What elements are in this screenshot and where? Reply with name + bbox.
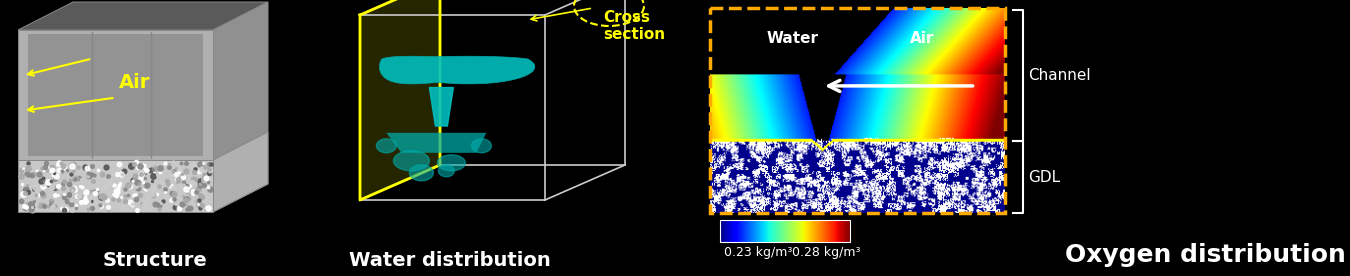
Text: 0.23 kg/m³: 0.23 kg/m³ — [724, 246, 792, 259]
Text: Air: Air — [119, 73, 151, 92]
Text: Oxygen distribution: Oxygen distribution — [1065, 243, 1346, 267]
Text: Structure: Structure — [103, 251, 208, 269]
Polygon shape — [379, 56, 535, 84]
Text: Water: Water — [767, 31, 818, 46]
Text: Air: Air — [910, 31, 934, 46]
Polygon shape — [437, 155, 466, 171]
Text: Cross
section: Cross section — [603, 9, 666, 42]
Text: Water distribution: Water distribution — [350, 251, 551, 269]
Text: 0.28 kg/m³: 0.28 kg/m³ — [791, 246, 860, 259]
Text: Channel: Channel — [1027, 68, 1091, 83]
Polygon shape — [429, 87, 454, 126]
Polygon shape — [386, 133, 486, 153]
Polygon shape — [409, 165, 433, 181]
Polygon shape — [471, 139, 491, 153]
Bar — [720, 220, 850, 242]
Text: GDL: GDL — [1027, 170, 1060, 185]
Polygon shape — [360, 0, 440, 200]
Polygon shape — [18, 30, 213, 160]
Polygon shape — [213, 132, 269, 212]
Polygon shape — [377, 139, 397, 153]
Polygon shape — [213, 2, 269, 212]
Polygon shape — [18, 160, 213, 212]
Polygon shape — [28, 34, 202, 156]
Polygon shape — [393, 151, 429, 171]
Bar — [710, 8, 1004, 213]
Polygon shape — [439, 165, 455, 177]
Polygon shape — [18, 2, 269, 30]
